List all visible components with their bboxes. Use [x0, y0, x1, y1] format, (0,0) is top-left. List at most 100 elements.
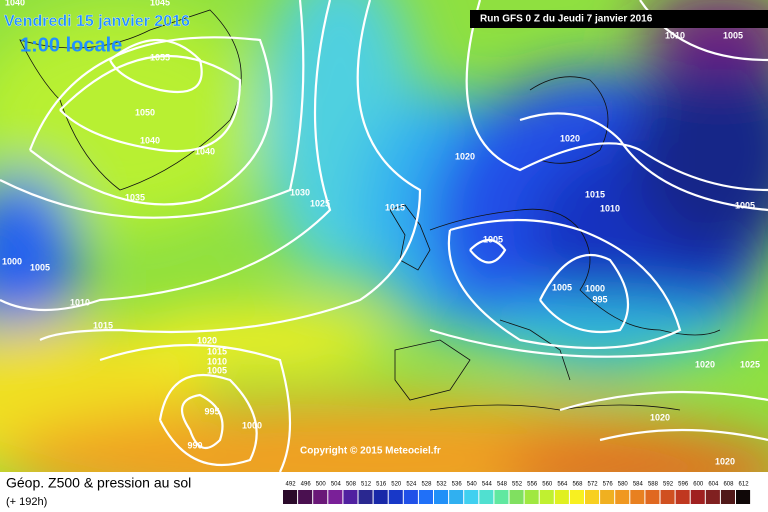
scale-label: 524: [406, 482, 417, 488]
scale-label: 564: [557, 482, 568, 488]
isobar-label: 1000: [242, 420, 262, 430]
scale-label: 556: [527, 482, 538, 488]
scale-cell: [736, 490, 751, 504]
scale-label: 496: [301, 482, 312, 488]
run-info: Run GFS 0 Z du Jeudi 7 janvier 2016: [480, 14, 653, 25]
scale-label: 520: [391, 482, 402, 488]
isobar-label: 1010: [207, 356, 227, 366]
isobar-label: 1040: [195, 146, 215, 156]
scale-cell: [630, 490, 645, 504]
scale-cell: [524, 490, 539, 504]
isobar-label: 1005: [552, 282, 572, 292]
scale-cell: [720, 490, 735, 504]
scale-cell: [494, 490, 509, 504]
scale-label: 544: [482, 482, 493, 488]
scale-cell: [328, 490, 343, 504]
isobar-label: 995: [592, 294, 607, 304]
isobar-label: 1015: [93, 320, 113, 330]
scale-label: 548: [497, 482, 508, 488]
scale-cell: [449, 490, 464, 504]
scale-label: 600: [693, 482, 704, 488]
isobar-label: 1010: [600, 203, 620, 213]
scale-label: 532: [437, 482, 448, 488]
scale-cell: [509, 490, 524, 504]
isobar-label: 1015: [207, 346, 227, 356]
scale-cell: [645, 490, 660, 504]
isobar-label: 1045: [150, 0, 170, 7]
isobar-label: 1005: [30, 262, 50, 272]
scale-cell: [343, 490, 358, 504]
footer-title: Géop. Z500 & pression au sol: [6, 475, 191, 491]
isobar-label: 1000: [585, 283, 605, 293]
scale-label: 528: [421, 482, 432, 488]
scale-label: 612: [739, 482, 750, 488]
isobar-label: 1020: [650, 412, 670, 422]
scale-cell: [283, 490, 298, 504]
map-date: Vendredi 15 janvier 2016: [4, 13, 190, 30]
isobar-label: 1025: [740, 359, 760, 369]
scale-cell: [660, 490, 675, 504]
scale-label: 552: [512, 482, 523, 488]
scale-cell: [615, 490, 630, 504]
scale-label: 596: [678, 482, 689, 488]
scale-label: 500: [316, 482, 327, 488]
scale-label: 608: [723, 482, 734, 488]
isobar-label: 1020: [197, 335, 217, 345]
scale-label: 492: [286, 482, 297, 488]
scale-label: 592: [663, 482, 674, 488]
run-box: [470, 10, 768, 28]
scale-cell: [569, 490, 584, 504]
scale-cell: [539, 490, 554, 504]
isobars: [0, 0, 768, 473]
isobar-label: 1040: [140, 135, 160, 145]
isobar-label: 995: [204, 406, 219, 416]
isobar-label: 1010: [665, 30, 685, 40]
isobar-label: 1035: [125, 192, 145, 202]
isobar-label: 1005: [483, 234, 503, 244]
scale-cell: [554, 490, 569, 504]
scale-cell: [705, 490, 720, 504]
scale-cell: [358, 490, 373, 504]
isobar-label: 1005: [735, 200, 755, 210]
scale-cell: [464, 490, 479, 504]
scale-cell: [298, 490, 313, 504]
coastlines: [19, 9, 721, 411]
scale-label: 508: [346, 482, 357, 488]
scale-cell: [690, 490, 705, 504]
scale-cell: [585, 490, 600, 504]
scale-cell: [675, 490, 690, 504]
scale-cell: [434, 490, 449, 504]
scale-cell: [403, 490, 418, 504]
map-time: 1:00 locale: [20, 34, 122, 56]
isobar-label: 1005: [723, 30, 743, 40]
scale-label: 512: [361, 482, 372, 488]
scale-label: 560: [542, 482, 553, 488]
footer-subtitle: (+ 192h): [6, 496, 47, 508]
scale-cell: [313, 490, 328, 504]
isobar-label: 1000: [2, 256, 22, 266]
scale-label: 568: [572, 482, 583, 488]
scale-cell: [388, 490, 403, 504]
isobar-label: 1020: [715, 456, 735, 466]
isobar-label: 1015: [585, 189, 605, 199]
scale-label: 588: [648, 482, 659, 488]
scale-label: 536: [452, 482, 463, 488]
scale-label: 604: [708, 482, 719, 488]
isobar-label: 1030: [290, 187, 310, 197]
scale-cell: [479, 490, 494, 504]
isobar-label: 1015: [385, 202, 405, 212]
scale-label: 504: [331, 482, 342, 488]
scale-cell: [418, 490, 433, 504]
scale-cell: [373, 490, 388, 504]
copyright: Copyright © 2015 Meteociel.fr: [300, 446, 441, 457]
isobar-label: 990: [187, 440, 202, 450]
isobar-label: 1055: [150, 52, 170, 62]
isobar-label: 1025: [310, 198, 330, 208]
scale-label: 572: [588, 482, 599, 488]
isobar-label: 1040: [5, 0, 25, 7]
isobar-label: 1020: [695, 359, 715, 369]
scale-label: 576: [603, 482, 614, 488]
